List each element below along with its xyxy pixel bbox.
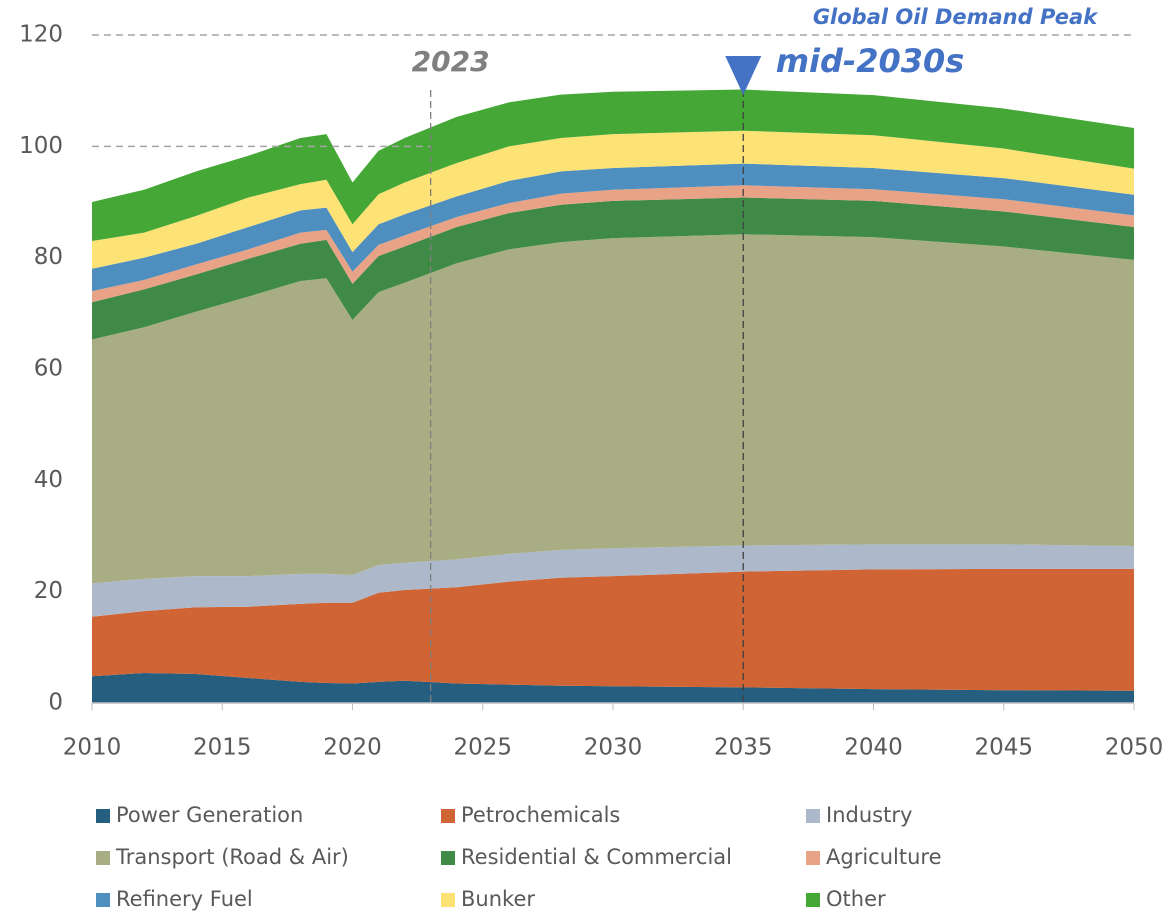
y-tick-label: 120: [19, 22, 63, 48]
x-tick-label: 2045: [974, 735, 1033, 761]
y-tick-label: 80: [34, 244, 63, 270]
legend-swatch: [441, 809, 455, 823]
legend-swatch: [441, 851, 455, 865]
x-tick-label: 2010: [63, 735, 122, 761]
x-tick-label: 2040: [844, 735, 903, 761]
legend-swatch: [441, 893, 455, 907]
legend-label: Power Generation: [116, 803, 303, 827]
annotation-label: Global Oil Demand Peak: [813, 5, 1099, 29]
area: [92, 672, 1134, 703]
legend-swatch: [96, 893, 110, 907]
y-tick-label: 100: [19, 133, 63, 159]
area: [92, 197, 1134, 340]
area: [92, 568, 1134, 691]
legend-label: Industry: [826, 803, 912, 827]
x-tick-label: 2050: [1105, 735, 1164, 761]
x-tick-label: 2020: [323, 735, 382, 761]
legend-label: Petrochemicals: [461, 803, 620, 827]
x-tick-label: 2030: [584, 735, 643, 761]
area: [92, 234, 1134, 584]
area: [92, 185, 1134, 303]
annotation-label: 2023: [412, 45, 490, 78]
legend-label: Other: [826, 887, 886, 911]
legend-label: Residential & Commercial: [461, 845, 732, 869]
legend-label: Bunker: [461, 887, 535, 911]
x-tick-label: 2015: [193, 735, 252, 761]
legend-swatch: [806, 809, 820, 823]
y-tick-label: 0: [48, 690, 63, 716]
x-tick-label: 2025: [453, 735, 512, 761]
peak-marker: [725, 56, 762, 95]
legend-swatch: [806, 851, 820, 865]
y-tick-label: 40: [34, 467, 63, 493]
area: [92, 89, 1134, 241]
area: [92, 544, 1134, 617]
legend-label: Transport (Road & Air): [115, 845, 349, 869]
area: [92, 163, 1134, 292]
legend-label: Agriculture: [826, 845, 942, 869]
y-tick-label: 60: [34, 356, 63, 382]
area: [92, 130, 1134, 269]
annotation-sublabel: mid-2030s: [776, 42, 965, 80]
legend-swatch: [96, 809, 110, 823]
legend-swatch: [806, 893, 820, 907]
y-tick-label: 20: [34, 578, 63, 604]
legend-swatch: [96, 851, 110, 865]
x-tick-label: 2035: [714, 735, 773, 761]
legend-label: Refinery Fuel: [116, 887, 253, 911]
